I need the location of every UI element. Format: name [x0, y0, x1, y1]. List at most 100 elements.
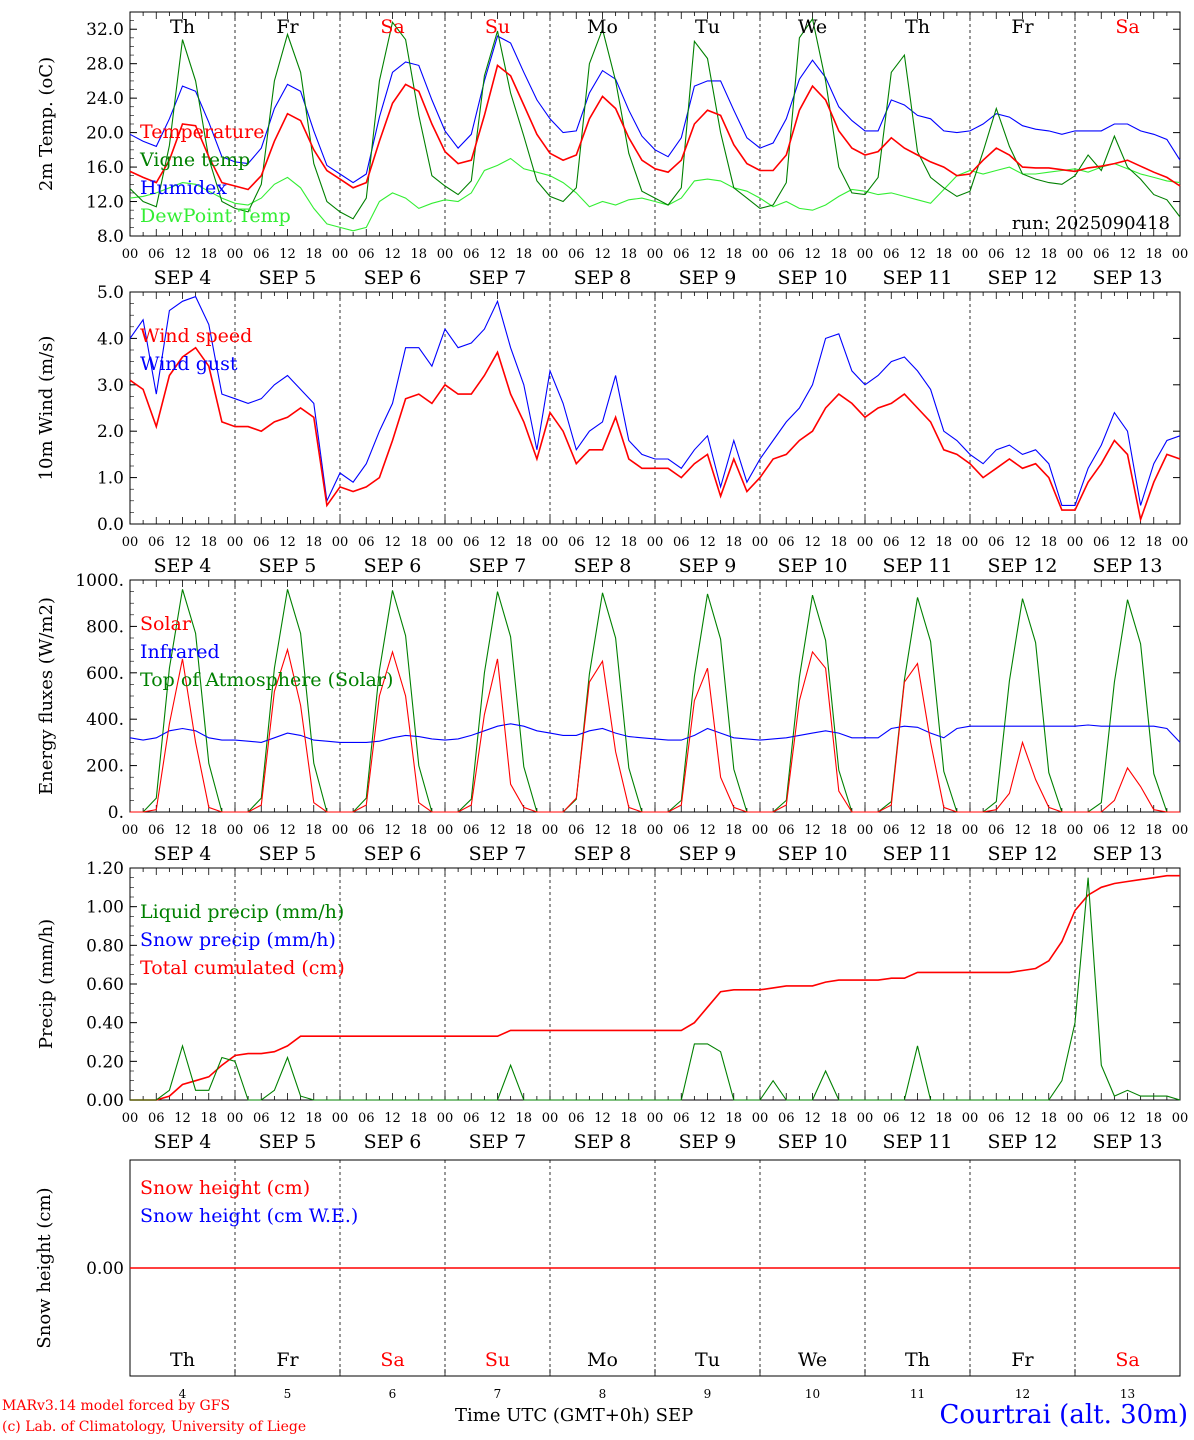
- hour-label: 12: [699, 823, 716, 838]
- hour-label: 12: [594, 535, 611, 550]
- weekday-label-bottom: Mo: [587, 1349, 618, 1371]
- date-label: SEP 6: [364, 1131, 422, 1153]
- day-number-label: 4: [179, 1387, 187, 1401]
- y-tick-label: 32.0: [86, 20, 124, 40]
- hour-label: 00: [122, 1111, 139, 1126]
- hour-label: 00: [437, 1111, 454, 1126]
- hour-label: 00: [332, 1111, 349, 1126]
- hour-label: 00: [857, 1111, 874, 1126]
- hour-label: 06: [778, 1111, 795, 1126]
- date-label: SEP 6: [364, 843, 422, 865]
- hour-label: 18: [515, 823, 532, 838]
- hour-label: 18: [410, 247, 427, 262]
- legend-entry: DewPoint Temp: [140, 205, 291, 227]
- y-tick-label: 2.0: [97, 422, 124, 442]
- weekday-label-top: We: [798, 16, 827, 38]
- hour-label: 00: [542, 535, 559, 550]
- hour-label: 06: [1093, 247, 1110, 262]
- date-label: SEP 11: [883, 555, 953, 577]
- date-label: SEP 5: [259, 555, 317, 577]
- hour-label: 12: [1119, 823, 1136, 838]
- weekday-label-top: Su: [485, 16, 510, 38]
- y-tick-label: 600.: [86, 664, 124, 684]
- date-label: SEP 8: [574, 267, 632, 289]
- hour-label: 12: [909, 535, 926, 550]
- y-axis-label: Precip (mm/h): [36, 919, 57, 1049]
- hour-label: 12: [909, 823, 926, 838]
- hour-label: 06: [358, 535, 375, 550]
- date-label: SEP 5: [259, 1131, 317, 1153]
- hour-label: 12: [804, 535, 821, 550]
- y-tick-label: 1.00: [86, 898, 124, 918]
- hour-label: 18: [305, 1111, 322, 1126]
- date-label: SEP 7: [469, 267, 527, 289]
- legend-entry: Infrared: [140, 641, 220, 663]
- y-tick-label: 20.0: [86, 124, 124, 144]
- date-label: SEP 10: [778, 1131, 848, 1153]
- legend-entry: Solar: [140, 613, 192, 635]
- hour-label: 06: [673, 1111, 690, 1126]
- hour-label: 00: [542, 247, 559, 262]
- model-credit: MARv3.14 model forced by GFS: [2, 1398, 231, 1414]
- hour-label: 12: [804, 823, 821, 838]
- hour-label: 12: [1014, 247, 1031, 262]
- hour-label: 18: [200, 1111, 217, 1126]
- weekday-label-top: Mo: [587, 16, 618, 38]
- date-label: SEP 6: [364, 555, 422, 577]
- hour-label: 18: [725, 1111, 742, 1126]
- hour-label: 12: [1119, 247, 1136, 262]
- legend-entry: Snow height (cm W.E.): [140, 1205, 358, 1227]
- hour-label: 18: [200, 823, 217, 838]
- hour-label: 00: [227, 823, 244, 838]
- y-tick-label: 28.0: [86, 55, 124, 75]
- legend-entry: Temperature: [140, 121, 264, 143]
- date-label: SEP 9: [679, 1131, 737, 1153]
- weekday-label-bottom: Th: [905, 1349, 930, 1371]
- x-axis-label: Time UTC (GMT+0h): [455, 1405, 650, 1426]
- weekday-label-top: Tu: [695, 16, 720, 38]
- date-label: SEP 11: [883, 1131, 953, 1153]
- hour-label: 00: [752, 535, 769, 550]
- weekday-label-bottom: Fr: [276, 1349, 299, 1371]
- y-tick-label: 3.0: [97, 376, 124, 396]
- weekday-label-top: Fr: [1011, 16, 1034, 38]
- hour-label: 00: [332, 535, 349, 550]
- hour-label: 00: [857, 823, 874, 838]
- day-number-label: 13: [1120, 1387, 1135, 1401]
- hour-label: 06: [1093, 1111, 1110, 1126]
- hour-label: 18: [515, 247, 532, 262]
- hour-label: 00: [227, 247, 244, 262]
- hour-label: 12: [909, 247, 926, 262]
- legend-entry: Total cumulated (cm): [140, 957, 345, 979]
- hour-label: 00: [1172, 535, 1189, 550]
- hour-label: 00: [962, 1111, 979, 1126]
- weekday-label-top: Sa: [380, 16, 404, 38]
- hour-label: 06: [883, 1111, 900, 1126]
- hour-label: 12: [489, 823, 506, 838]
- date-label: SEP 8: [574, 843, 632, 865]
- day-number-label: 9: [704, 1387, 712, 1401]
- weekday-label-top: Th: [170, 16, 195, 38]
- hour-label: 12: [279, 247, 296, 262]
- hour-label: 18: [1040, 823, 1057, 838]
- y-tick-label: 5.0: [97, 283, 124, 303]
- hour-label: 00: [647, 823, 664, 838]
- hour-label: 18: [935, 247, 952, 262]
- hour-label: 00: [437, 823, 454, 838]
- y-tick-label: 0.60: [86, 975, 124, 995]
- hour-label: 12: [279, 1111, 296, 1126]
- hour-label: 00: [752, 247, 769, 262]
- hour-label: 12: [384, 535, 401, 550]
- y-axis-label: 10m Wind (m/s): [36, 336, 57, 481]
- panel-energy: 0. 200. 400. 600. 800. 1000. Energy fluxes (W/…: [36, 571, 1188, 865]
- hour-label: 06: [358, 823, 375, 838]
- date-label: SEP 4: [154, 267, 212, 289]
- hour-label: 18: [305, 247, 322, 262]
- hour-label: 00: [227, 535, 244, 550]
- y-axis-label: Energy fluxes (W/m2): [36, 597, 57, 795]
- hour-label: 06: [778, 823, 795, 838]
- date-label: SEP 4: [154, 843, 212, 865]
- y-tick-label: 24.0: [86, 89, 124, 109]
- hour-label: 12: [1119, 535, 1136, 550]
- hour-label: 18: [620, 1111, 637, 1126]
